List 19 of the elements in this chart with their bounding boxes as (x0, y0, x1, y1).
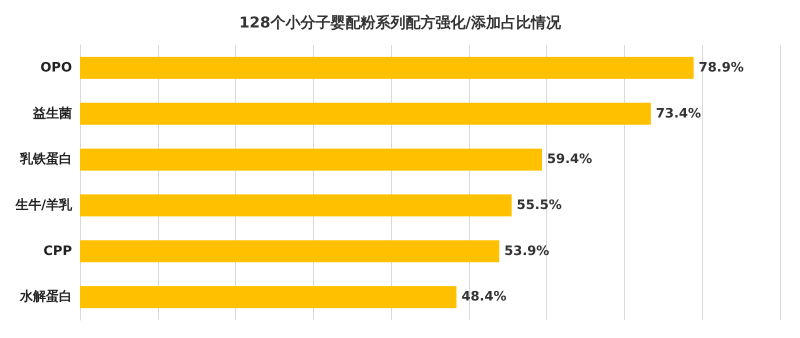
bar (80, 286, 456, 308)
y-tick-label: 水解蛋白 (19, 290, 72, 305)
data-label: 78.9% (698, 60, 744, 76)
y-tick-label: OPO (40, 60, 72, 76)
y-tick-label: 生牛/羊乳 (14, 196, 73, 213)
y-tick-label: 乳铁蛋白 (19, 151, 72, 168)
data-label: 73.4% (656, 106, 701, 122)
bar (80, 240, 500, 262)
y-tick-label: 益生菌 (32, 106, 72, 122)
y-tick-label: CPP (43, 244, 72, 259)
data-label: 59.4% (547, 152, 592, 168)
bar (80, 102, 651, 125)
chart-title: 128个小分子婴配粉系列配方强化/添加占比情况 (239, 14, 562, 32)
bar (80, 194, 512, 216)
bar (80, 56, 694, 79)
bar (80, 148, 542, 171)
data-label: 55.5% (516, 198, 562, 213)
data-label: 48.4% (461, 290, 507, 305)
data-label: 53.9% (504, 244, 550, 259)
